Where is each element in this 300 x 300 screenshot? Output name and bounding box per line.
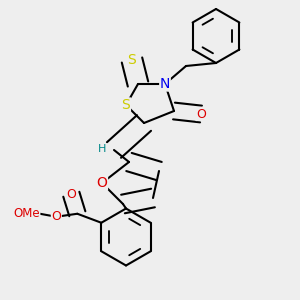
Text: N: N — [160, 77, 170, 91]
Text: O: O — [196, 107, 206, 121]
Text: O: O — [66, 188, 76, 201]
Text: OMe: OMe — [13, 207, 40, 220]
Text: S: S — [128, 53, 136, 67]
Text: O: O — [51, 210, 61, 223]
Text: O: O — [97, 176, 107, 190]
Text: H: H — [98, 143, 106, 154]
Text: S: S — [122, 98, 130, 112]
